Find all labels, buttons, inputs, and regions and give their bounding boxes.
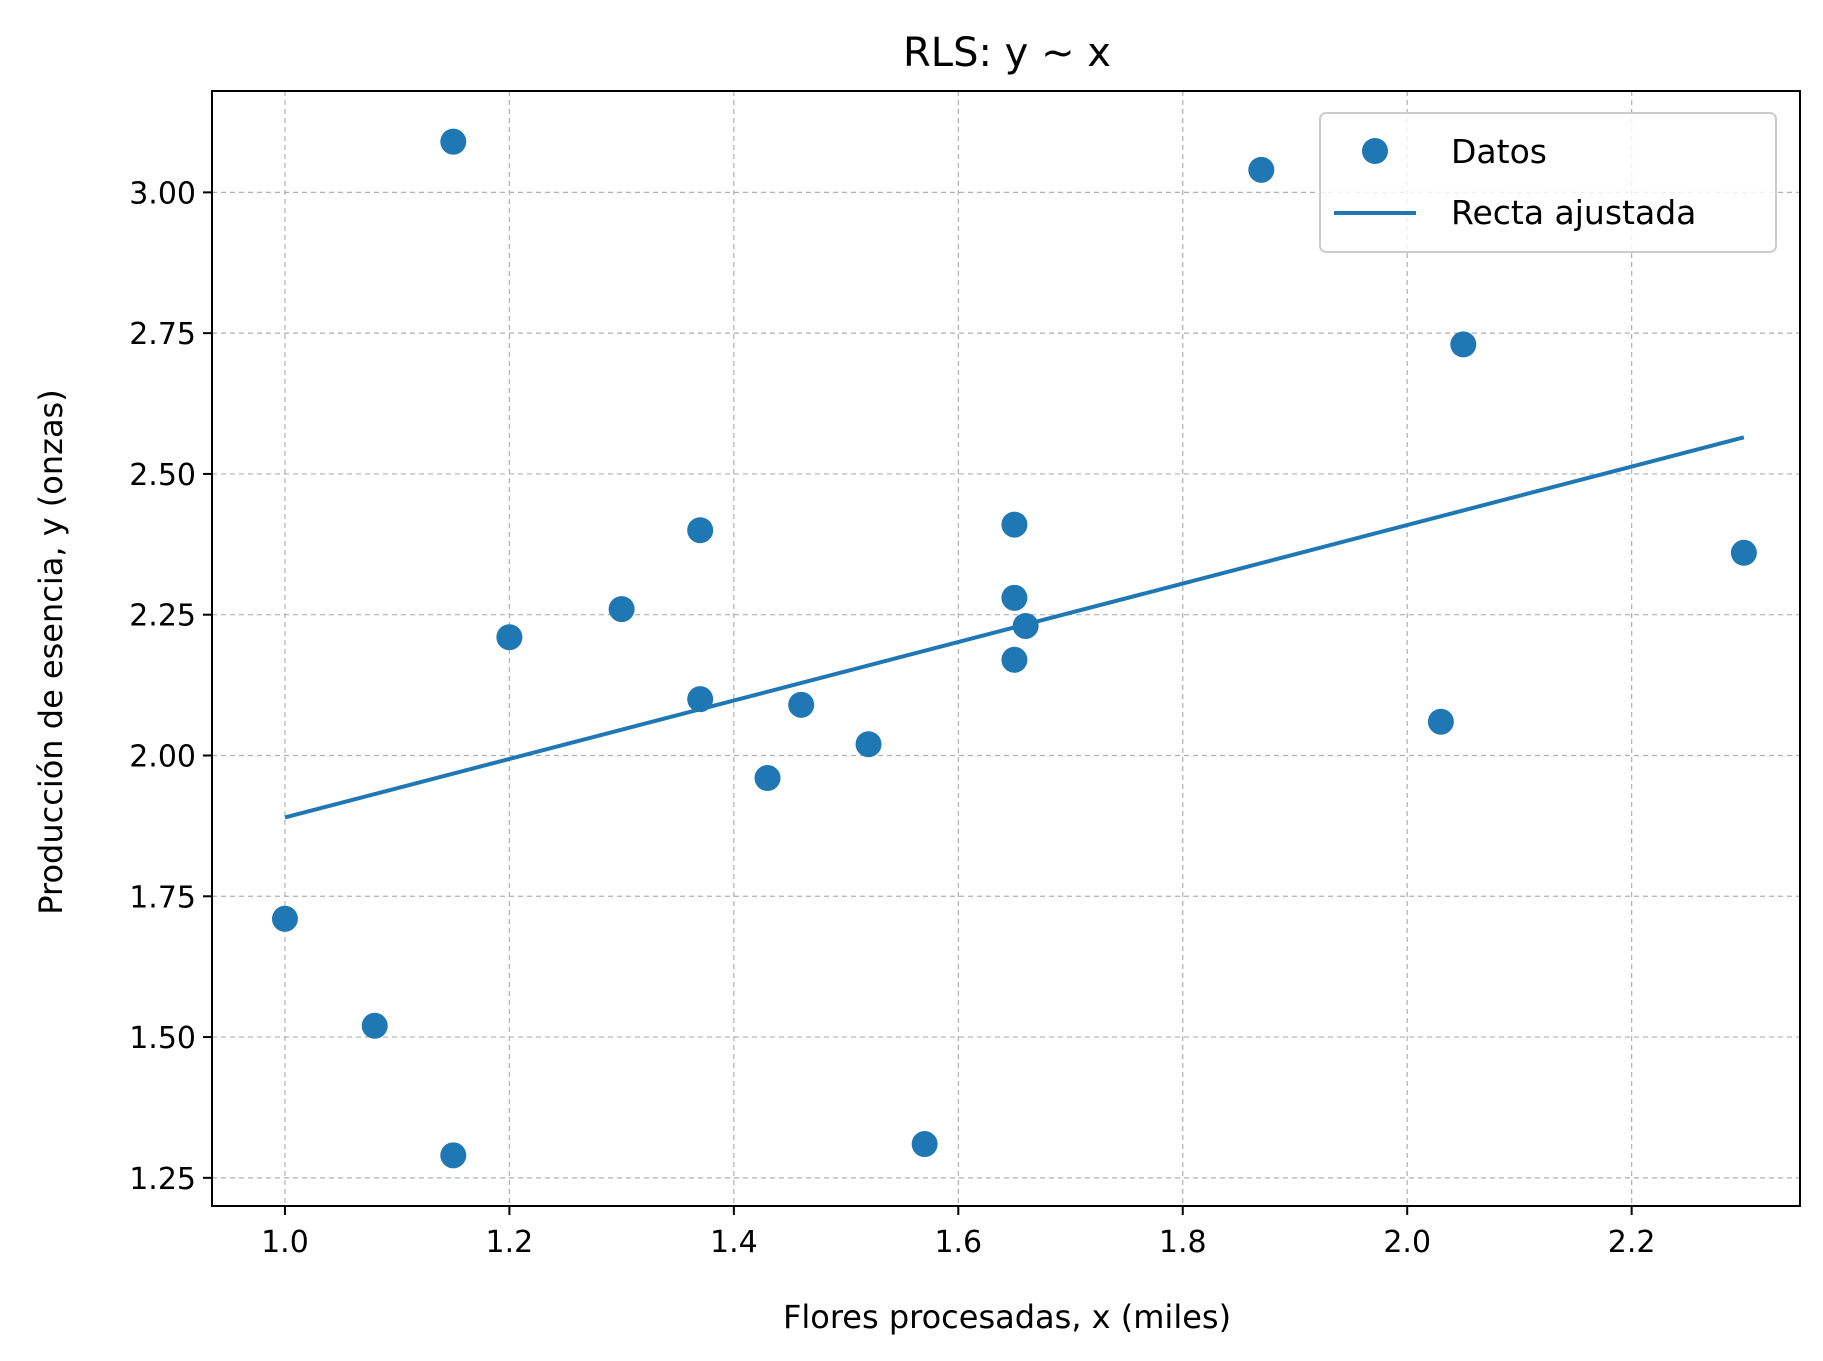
- scatter-points: [271, 128, 1757, 1169]
- data-point: [440, 1142, 467, 1169]
- data-point: [1248, 156, 1275, 183]
- x-tick-label: 1.4: [710, 1225, 758, 1260]
- x-axis-label: Flores procesadas, x (miles): [783, 1298, 1231, 1336]
- x-tick-label: 1.0: [261, 1225, 309, 1260]
- data-point: [1001, 584, 1028, 611]
- data-point: [1012, 612, 1039, 639]
- data-point: [1427, 708, 1454, 735]
- x-axis-ticks: 1.0 1.2 1.4 1.6 1.8 2.0 2.2: [261, 1206, 1656, 1260]
- data-point: [496, 624, 523, 651]
- data-point: [687, 686, 714, 713]
- y-tick-label: 1.50: [129, 1021, 196, 1056]
- legend: Datos Recta ajustada: [1319, 112, 1777, 253]
- data-point: [608, 596, 635, 623]
- data-point: [1001, 511, 1028, 538]
- legend-label-datos: Datos: [1451, 132, 1547, 171]
- data-point: [754, 765, 781, 792]
- y-tick-label: 2.25: [129, 599, 196, 634]
- data-point: [271, 905, 298, 932]
- data-point: [1730, 539, 1757, 566]
- data-point: [1450, 331, 1477, 358]
- x-tick-label: 2.2: [1608, 1225, 1656, 1260]
- y-tick-label: 3.00: [129, 176, 196, 211]
- data-point: [855, 731, 882, 758]
- x-tick-label: 2.0: [1383, 1225, 1431, 1260]
- x-tick-label: 1.6: [934, 1225, 982, 1260]
- x-tick-label: 1.2: [486, 1225, 534, 1260]
- chart-title: RLS: y ~ x: [903, 30, 1111, 76]
- data-point: [788, 691, 815, 718]
- legend-marker-datos: [1362, 138, 1388, 164]
- y-tick-label: 2.50: [129, 458, 196, 493]
- data-point: [440, 128, 467, 155]
- data-point: [1001, 646, 1028, 673]
- y-tick-label: 1.75: [129, 880, 196, 915]
- y-axis-ticks: 1.25 1.50 1.75 2.00 2.25 2.50 2.75 3.00: [129, 176, 212, 1197]
- y-axis-label: Producción de esencia, y (onzas): [32, 389, 70, 914]
- plot-frame: [211, 90, 1801, 1207]
- grid: [212, 91, 1800, 1206]
- legend-box: [1319, 112, 1777, 253]
- x-tick-label: 1.8: [1159, 1225, 1207, 1260]
- data-point: [361, 1012, 388, 1039]
- y-tick-label: 1.25: [129, 1162, 196, 1197]
- data-point: [911, 1131, 938, 1158]
- y-tick-label: 2.00: [129, 739, 196, 774]
- y-tick-label: 2.75: [129, 317, 196, 352]
- legend-label-recta: Recta ajustada: [1451, 193, 1696, 232]
- data-point: [687, 517, 714, 544]
